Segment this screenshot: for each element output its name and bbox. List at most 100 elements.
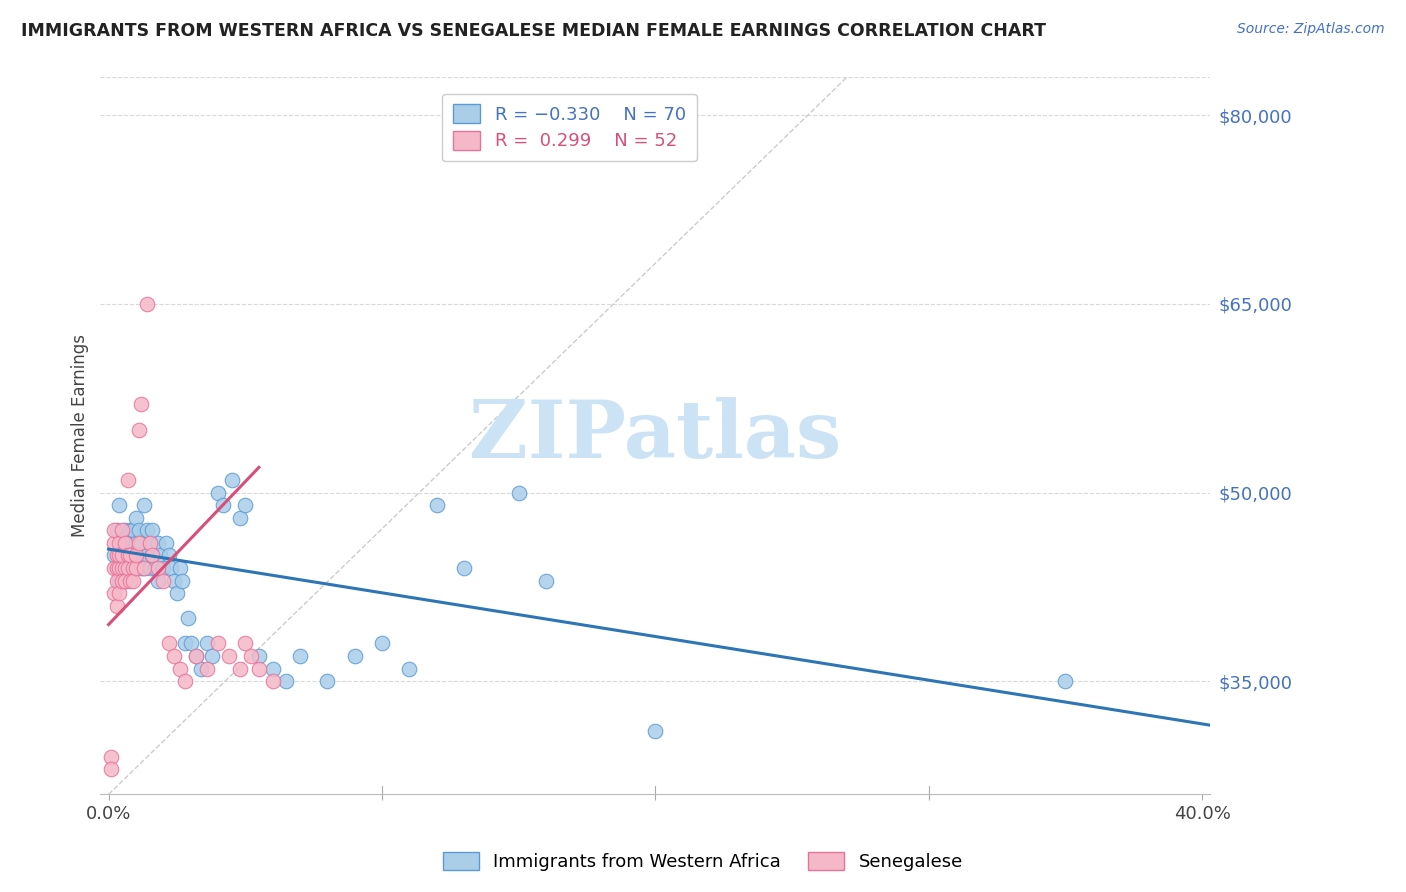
Immigrants from Western Africa xyxy=(135,549,157,563)
Immigrants from Western Africa xyxy=(233,498,256,512)
Senegalese xyxy=(103,523,125,537)
Senegalese xyxy=(163,648,186,663)
Immigrants from Western Africa xyxy=(166,586,188,600)
Immigrants from Western Africa xyxy=(169,561,191,575)
Senegalese xyxy=(103,586,125,600)
Immigrants from Western Africa xyxy=(132,498,155,512)
Immigrants from Western Africa xyxy=(135,523,157,537)
Immigrants from Western Africa xyxy=(534,574,557,588)
Senegalese xyxy=(125,549,148,563)
Senegalese xyxy=(120,549,142,563)
Immigrants from Western Africa xyxy=(108,574,131,588)
Senegalese xyxy=(117,561,139,575)
Immigrants from Western Africa xyxy=(114,549,136,563)
Senegalese xyxy=(103,561,125,575)
Y-axis label: Median Female Earnings: Median Female Earnings xyxy=(72,334,89,537)
Immigrants from Western Africa xyxy=(155,536,177,550)
Immigrants from Western Africa xyxy=(174,636,197,650)
Immigrants from Western Africa xyxy=(195,636,218,650)
Senegalese xyxy=(262,674,284,689)
Immigrants from Western Africa xyxy=(141,549,163,563)
Immigrants from Western Africa xyxy=(131,561,153,575)
Senegalese xyxy=(184,648,207,663)
Senegalese xyxy=(122,574,145,588)
Senegalese xyxy=(131,397,153,411)
Senegalese xyxy=(111,574,134,588)
Immigrants from Western Africa xyxy=(138,561,160,575)
Senegalese xyxy=(114,561,136,575)
Senegalese xyxy=(141,549,163,563)
Immigrants from Western Africa xyxy=(177,611,200,625)
Immigrants from Western Africa xyxy=(184,648,207,663)
Immigrants from Western Africa xyxy=(125,510,148,524)
Immigrants from Western Africa xyxy=(371,636,394,650)
Immigrants from Western Africa xyxy=(288,648,311,663)
Text: Source: ZipAtlas.com: Source: ZipAtlas.com xyxy=(1237,22,1385,37)
Senegalese xyxy=(111,561,134,575)
Immigrants from Western Africa xyxy=(426,498,449,512)
Senegalese xyxy=(157,636,180,650)
Immigrants from Western Africa xyxy=(117,536,139,550)
Immigrants from Western Africa xyxy=(108,498,131,512)
Immigrants from Western Africa xyxy=(117,561,139,575)
Senegalese xyxy=(108,549,131,563)
Immigrants from Western Africa xyxy=(138,536,160,550)
Immigrants from Western Africa xyxy=(105,523,128,537)
Senegalese xyxy=(132,561,155,575)
Senegalese xyxy=(108,586,131,600)
Immigrants from Western Africa xyxy=(276,674,298,689)
Legend: R = −0.330    N = 70, R =  0.299    N = 52: R = −0.330 N = 70, R = 0.299 N = 52 xyxy=(443,94,696,161)
Immigrants from Western Africa xyxy=(122,549,145,563)
Immigrants from Western Africa xyxy=(152,561,174,575)
Senegalese xyxy=(122,561,145,575)
Immigrants from Western Africa xyxy=(221,473,243,487)
Immigrants from Western Africa xyxy=(128,523,150,537)
Senegalese xyxy=(125,561,148,575)
Immigrants from Western Africa xyxy=(146,536,169,550)
Senegalese xyxy=(135,297,157,311)
Immigrants from Western Africa xyxy=(180,636,202,650)
Immigrants from Western Africa xyxy=(111,536,134,550)
Immigrants from Western Africa xyxy=(207,485,229,500)
Immigrants from Western Africa xyxy=(120,536,142,550)
Immigrants from Western Africa xyxy=(508,485,530,500)
Senegalese xyxy=(120,574,142,588)
Immigrants from Western Africa xyxy=(262,662,284,676)
Immigrants from Western Africa xyxy=(114,574,136,588)
Senegalese xyxy=(218,648,240,663)
Senegalese xyxy=(207,636,229,650)
Senegalese xyxy=(100,749,122,764)
Senegalese xyxy=(114,536,136,550)
Immigrants from Western Africa xyxy=(453,561,475,575)
Senegalese xyxy=(105,599,128,613)
Senegalese xyxy=(117,473,139,487)
Senegalese xyxy=(105,549,128,563)
Immigrants from Western Africa xyxy=(644,724,666,739)
Immigrants from Western Africa xyxy=(172,574,194,588)
Immigrants from Western Africa xyxy=(247,648,270,663)
Senegalese xyxy=(105,561,128,575)
Immigrants from Western Africa xyxy=(120,523,142,537)
Immigrants from Western Africa xyxy=(398,662,420,676)
Immigrants from Western Africa xyxy=(128,549,150,563)
Senegalese xyxy=(100,762,122,776)
Immigrants from Western Africa xyxy=(146,574,169,588)
Senegalese xyxy=(152,574,174,588)
Senegalese xyxy=(111,523,134,537)
Immigrants from Western Africa xyxy=(114,523,136,537)
Senegalese xyxy=(105,574,128,588)
Senegalese xyxy=(114,574,136,588)
Immigrants from Western Africa xyxy=(125,561,148,575)
Senegalese xyxy=(174,674,197,689)
Senegalese xyxy=(195,662,218,676)
Senegalese xyxy=(229,662,252,676)
Legend: Immigrants from Western Africa, Senegalese: Immigrants from Western Africa, Senegale… xyxy=(436,845,970,879)
Senegalese xyxy=(233,636,256,650)
Immigrants from Western Africa xyxy=(125,536,148,550)
Immigrants from Western Africa xyxy=(122,523,145,537)
Senegalese xyxy=(111,549,134,563)
Immigrants from Western Africa xyxy=(157,549,180,563)
Senegalese xyxy=(108,536,131,550)
Senegalese xyxy=(138,536,160,550)
Immigrants from Western Africa xyxy=(316,674,339,689)
